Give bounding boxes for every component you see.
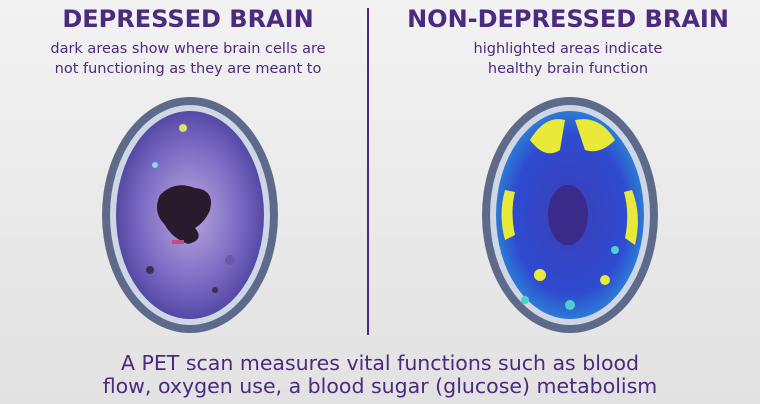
caption: flow, oxygen use, a blood sugar (glucose… — [103, 374, 658, 398]
non-depressed-brain-scan — [482, 97, 658, 333]
left-subtitle: dark areas show where brain cells are — [50, 41, 325, 57]
right-title: NON-DEPRESSED BRAIN — [407, 5, 729, 33]
right-subtitle: healthy brain function — [488, 61, 648, 77]
left-subtitle: not functioning as they are meant to — [55, 61, 322, 77]
right-subtitle: highlighted areas indicate — [474, 41, 663, 57]
caption: A PET scan measures vital functions such… — [121, 351, 639, 375]
depressed-brain-scan — [102, 97, 278, 333]
left-title: DEPRESSED BRAIN — [62, 5, 313, 33]
